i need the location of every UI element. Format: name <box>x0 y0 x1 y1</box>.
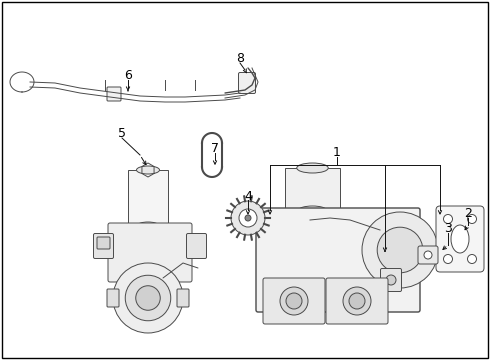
Text: 6: 6 <box>124 68 132 81</box>
FancyBboxPatch shape <box>108 223 192 282</box>
Circle shape <box>467 215 476 224</box>
Circle shape <box>424 251 432 259</box>
FancyBboxPatch shape <box>418 246 438 264</box>
Text: 3: 3 <box>444 221 452 234</box>
FancyBboxPatch shape <box>239 72 255 94</box>
Circle shape <box>377 227 423 273</box>
Ellipse shape <box>299 164 326 172</box>
Circle shape <box>113 263 183 333</box>
FancyBboxPatch shape <box>263 278 325 324</box>
FancyBboxPatch shape <box>187 234 206 258</box>
Ellipse shape <box>138 222 158 228</box>
FancyBboxPatch shape <box>256 208 420 312</box>
Text: 4: 4 <box>244 189 252 202</box>
Text: 2: 2 <box>464 207 472 220</box>
Ellipse shape <box>451 225 469 253</box>
Circle shape <box>443 215 452 224</box>
Circle shape <box>467 255 476 264</box>
Circle shape <box>136 286 160 310</box>
Ellipse shape <box>299 206 326 214</box>
FancyBboxPatch shape <box>107 87 121 101</box>
Ellipse shape <box>297 163 328 173</box>
Circle shape <box>386 275 396 285</box>
FancyBboxPatch shape <box>326 278 388 324</box>
FancyBboxPatch shape <box>97 237 110 249</box>
Text: 7: 7 <box>211 141 219 154</box>
Circle shape <box>443 255 452 264</box>
Circle shape <box>245 215 251 221</box>
Text: 5: 5 <box>118 126 126 140</box>
Bar <box>128 170 168 225</box>
FancyBboxPatch shape <box>381 269 401 292</box>
Text: 1: 1 <box>333 145 341 158</box>
Circle shape <box>125 275 171 321</box>
FancyBboxPatch shape <box>177 289 189 307</box>
FancyBboxPatch shape <box>94 234 114 258</box>
Circle shape <box>286 293 302 309</box>
Bar <box>285 168 340 210</box>
FancyBboxPatch shape <box>107 289 119 307</box>
Circle shape <box>239 209 257 227</box>
Circle shape <box>362 212 438 288</box>
Circle shape <box>349 293 365 309</box>
Circle shape <box>343 287 371 315</box>
FancyBboxPatch shape <box>436 206 484 272</box>
Circle shape <box>231 201 265 235</box>
Text: 8: 8 <box>236 51 244 64</box>
Circle shape <box>280 287 308 315</box>
Ellipse shape <box>138 167 158 173</box>
Ellipse shape <box>137 166 160 174</box>
